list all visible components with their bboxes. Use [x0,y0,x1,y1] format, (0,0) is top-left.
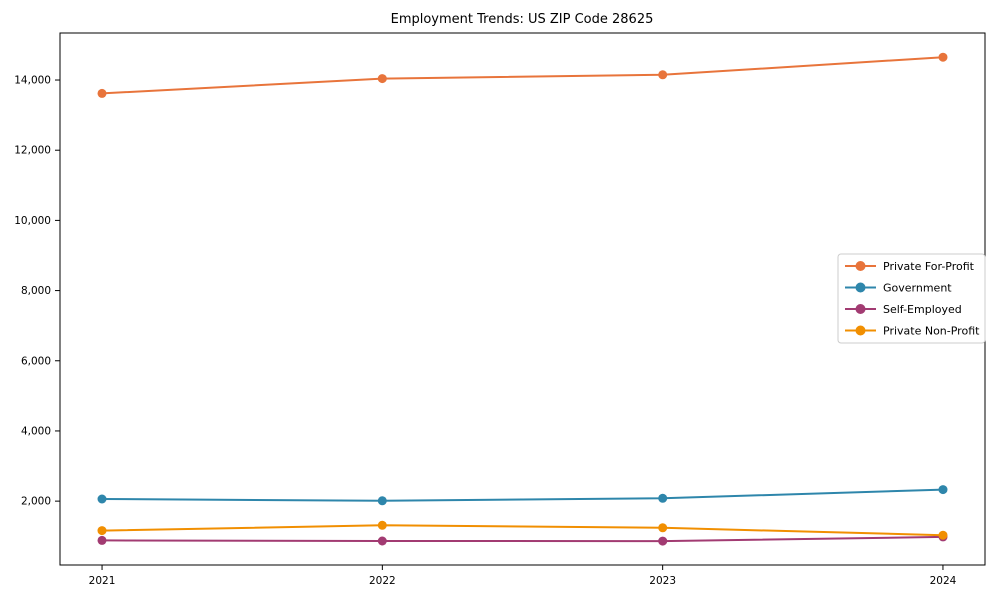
y-axis-tick-label: 10,000 [14,215,51,227]
data-point-marker [97,526,107,536]
legend-dot-marker-icon [855,304,866,314]
data-point-marker [377,496,387,506]
series-government [97,485,948,506]
y-axis-tick-label: 6,000 [21,355,51,367]
data-point-marker [658,70,668,80]
series-line [101,56,944,95]
legend-dot-marker-icon [855,282,866,293]
legend-dot-marker-icon [855,325,866,336]
plot-frame [59,32,986,566]
x-axis-tick-label: 2022 [369,575,396,587]
legend: Private For-Profit Government Self-Employe… [837,253,986,344]
y-axis-tick-label: 12,000 [14,145,51,157]
x-axis-tick-label: 2021 [89,575,116,587]
chart-title: Employment Trends: US ZIP Code 28625 [391,12,654,27]
data-point-marker [658,493,668,503]
data-point-marker [377,536,387,546]
legend-item: Private For-Profit [845,260,975,273]
legend-box [837,253,986,344]
legend-item-label: Government [883,282,952,295]
data-point-marker [938,52,948,62]
data-point-marker [938,485,948,495]
legend-item-label: Private For-Profit [883,260,975,273]
legend-item: Private Non-Profit [845,325,980,338]
legend-item-label: Private Non-Profit [883,325,980,338]
data-point-marker [97,494,107,504]
legend-dot-marker-icon [855,261,866,271]
y-axis-tick-label: 8,000 [21,285,51,297]
legend-item: Self-Employed [845,303,962,316]
series-line [101,488,944,502]
data-point-marker [377,520,387,530]
legend-item-label: Self-Employed [883,303,962,316]
data-point-marker [97,88,107,98]
series-private-non-profit [97,520,948,540]
data-point-marker [658,523,668,533]
series-private-for-profit [97,52,948,98]
data-point-marker [97,535,107,545]
data-point-marker [377,74,387,84]
x-axis-tick-label: 2023 [649,575,676,587]
y-axis-tick-label: 4,000 [21,425,51,437]
series-line [101,535,944,543]
y-axis-tick-label: 14,000 [14,75,51,87]
data-point-marker [938,530,948,540]
x-axis-tick-label: 2024 [930,575,957,587]
data-point-marker [658,536,668,546]
legend-item: Government [845,282,952,295]
series-line [101,524,944,537]
y-axis-tick-label: 2,000 [21,496,51,508]
plot-area: 2,000 4,000 6,000 8,000 10,000 12,000 14,000 20… [14,32,986,587]
